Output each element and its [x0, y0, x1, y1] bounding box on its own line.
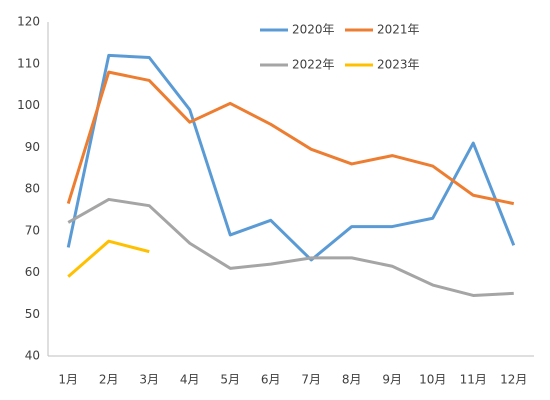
- x-tick-label: 8月: [342, 373, 362, 387]
- series-line: [67, 239, 150, 278]
- x-tick-label: 11月: [460, 373, 487, 387]
- y-tick-label: 50: [25, 307, 40, 321]
- x-tick-label: 2月: [99, 373, 119, 387]
- x-tick-label: 7月: [301, 373, 321, 387]
- x-tick-label: 9月: [382, 373, 402, 387]
- y-tick-label: 120: [17, 15, 40, 29]
- x-tick-label: 3月: [139, 373, 159, 387]
- legend-label: 2020年: [292, 23, 335, 37]
- y-tick-label: 40: [25, 349, 40, 363]
- y-tick-label: 80: [25, 182, 40, 196]
- x-tick-label: 10月: [419, 373, 446, 387]
- x-tick-label: 5月: [220, 373, 240, 387]
- series-line: [66, 53, 516, 262]
- y-tick-label: 100: [17, 98, 40, 112]
- legend-label: 2023年: [377, 58, 420, 72]
- y-tick-label: 70: [25, 223, 40, 237]
- series-line: [66, 70, 515, 206]
- x-tick-label: 4月: [180, 373, 200, 387]
- x-tick-label: 1月: [58, 373, 78, 387]
- legend-label: 2021年: [377, 23, 420, 37]
- x-tick-label: 6月: [261, 373, 281, 387]
- x-tick-label: 12月: [500, 373, 527, 387]
- y-tick-label: 90: [25, 140, 40, 154]
- legend-label: 2022年: [292, 58, 335, 72]
- y-tick-label: 110: [17, 56, 40, 70]
- series-line: [67, 197, 514, 297]
- y-tick-label: 60: [25, 265, 40, 279]
